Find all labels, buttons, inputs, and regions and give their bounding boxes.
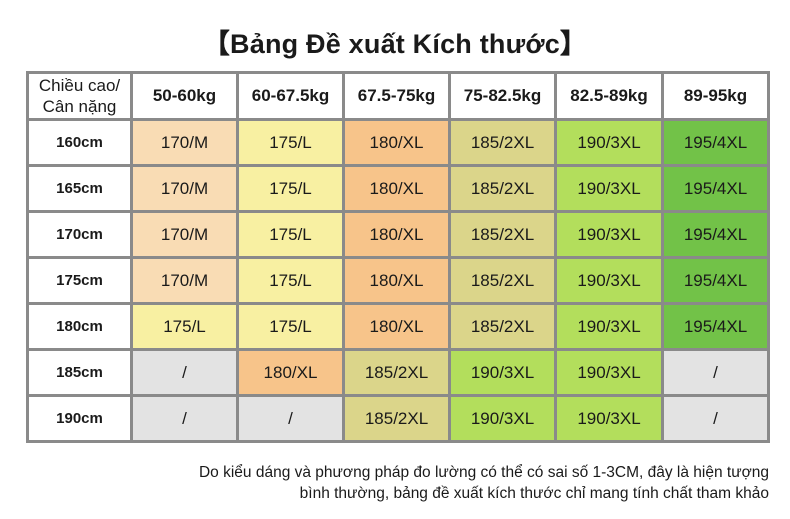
weight-header: 89-95kg (661, 71, 770, 121)
size-cell: 185/2XL (342, 394, 451, 443)
weight-header: 82.5-89kg (554, 71, 664, 121)
size-cell: 180/XL (342, 256, 451, 305)
table-row: 170cm 170/M 175/L 180/XL 185/2XL 190/3XL 195/4… (26, 210, 770, 259)
corner-line-1: Chiều cao/ (38, 76, 121, 95)
footnote-line-2: bình thường, bảng đề xuất kích thước chỉ… (299, 485, 769, 502)
size-cell: 190/3XL (554, 394, 664, 443)
table-row: 185cm/180/XL 185/2XL 190/3XL 190/3XL / (26, 348, 770, 397)
size-cell: 170/M (130, 118, 239, 167)
size-cell: 175/L (236, 302, 345, 351)
corner-header: Chiều cao/ Cân nặng (26, 71, 133, 121)
size-cell: / (130, 348, 239, 397)
size-cell: 180/XL (236, 348, 345, 397)
corner-line-2: Cân nặng (42, 97, 117, 116)
size-cell: / (661, 348, 770, 397)
size-cell: 175/L (236, 256, 345, 305)
weight-header: 75-82.5kg (448, 71, 557, 121)
size-cell: 185/2XL (448, 118, 557, 167)
weight-header: 67.5-75kg (342, 71, 451, 121)
size-cell: 185/2XL (448, 256, 557, 305)
size-cell: 185/2XL (448, 302, 557, 351)
header-row: Chiều cao/ Cân nặng 50-60kg 60-67.5kg 67… (26, 71, 770, 121)
size-cell: 175/L (236, 118, 345, 167)
size-cell: 175/L (236, 164, 345, 213)
size-cell: 185/2XL (448, 210, 557, 259)
table-row: 190cm //185/2XL 190/3XL 190/3XL / (26, 394, 770, 443)
footnote-line-1: Do kiểu dáng và phương pháp đo lường có … (198, 464, 769, 481)
size-cell: 180/XL (342, 302, 451, 351)
size-cell: / (236, 394, 345, 443)
height-header: 175cm (26, 256, 133, 305)
size-cell: 185/2XL (448, 164, 557, 213)
size-cell: 190/3XL (448, 348, 557, 397)
size-cell: 170/M (130, 164, 239, 213)
page-title: 【Bảng Đề xuất Kích thước】 (202, 29, 588, 59)
height-header: 170cm (26, 210, 133, 259)
size-cell: 180/XL (342, 118, 451, 167)
size-cell: / (130, 394, 239, 443)
size-cell: 175/L (130, 302, 239, 351)
size-cell: 190/3XL (554, 256, 664, 305)
height-header: 180cm (26, 302, 133, 351)
height-header: 185cm (26, 348, 133, 397)
size-cell: 170/M (130, 256, 239, 305)
height-header: 165cm (26, 164, 133, 213)
size-cell: 195/4XL (661, 210, 770, 259)
table-row: 175cm 170/M 175/L 180/XL 185/2XL 190/3XL 195/4… (26, 256, 770, 305)
weight-header: 50-60kg (130, 71, 239, 121)
size-cell: 195/4XL (661, 118, 770, 167)
table-row: 180cm 175/L 175/L 180/XL 185/2XL 190/3XL 195/4… (26, 302, 770, 351)
size-cell: 195/4XL (661, 164, 770, 213)
size-cell: 180/XL (342, 164, 451, 213)
size-cell: 175/L (236, 210, 345, 259)
size-cell: / (661, 394, 770, 443)
footnote: Do kiểu dáng và phương pháp đo lường có … (199, 462, 769, 504)
size-cell: 185/2XL (342, 348, 451, 397)
size-cell: 195/4XL (661, 302, 770, 351)
height-header: 160cm (26, 118, 133, 167)
table-row: 160cm 170/M 175/L 180/XL 185/2XL 190/3XL 195/4… (26, 118, 770, 167)
size-cell: 190/3XL (554, 210, 664, 259)
height-header: 190cm (26, 394, 133, 443)
table-row: 165cm 170/M 175/L 180/XL 185/2XL 190/3XL 195/4… (26, 164, 770, 213)
size-cell: 195/4XL (661, 256, 770, 305)
size-cell: 170/M (130, 210, 239, 259)
size-chart-table: Chiều cao/ Cân nặng 50-60kg 60-67.5kg 67… (26, 71, 770, 443)
size-cell: 190/3XL (554, 118, 664, 167)
size-cell: 190/3XL (554, 302, 664, 351)
size-cell: 190/3XL (554, 348, 664, 397)
weight-header: 60-67.5kg (236, 71, 345, 121)
size-cell: 190/3XL (554, 164, 664, 213)
size-cell: 190/3XL (448, 394, 557, 443)
size-cell: 180/XL (342, 210, 451, 259)
